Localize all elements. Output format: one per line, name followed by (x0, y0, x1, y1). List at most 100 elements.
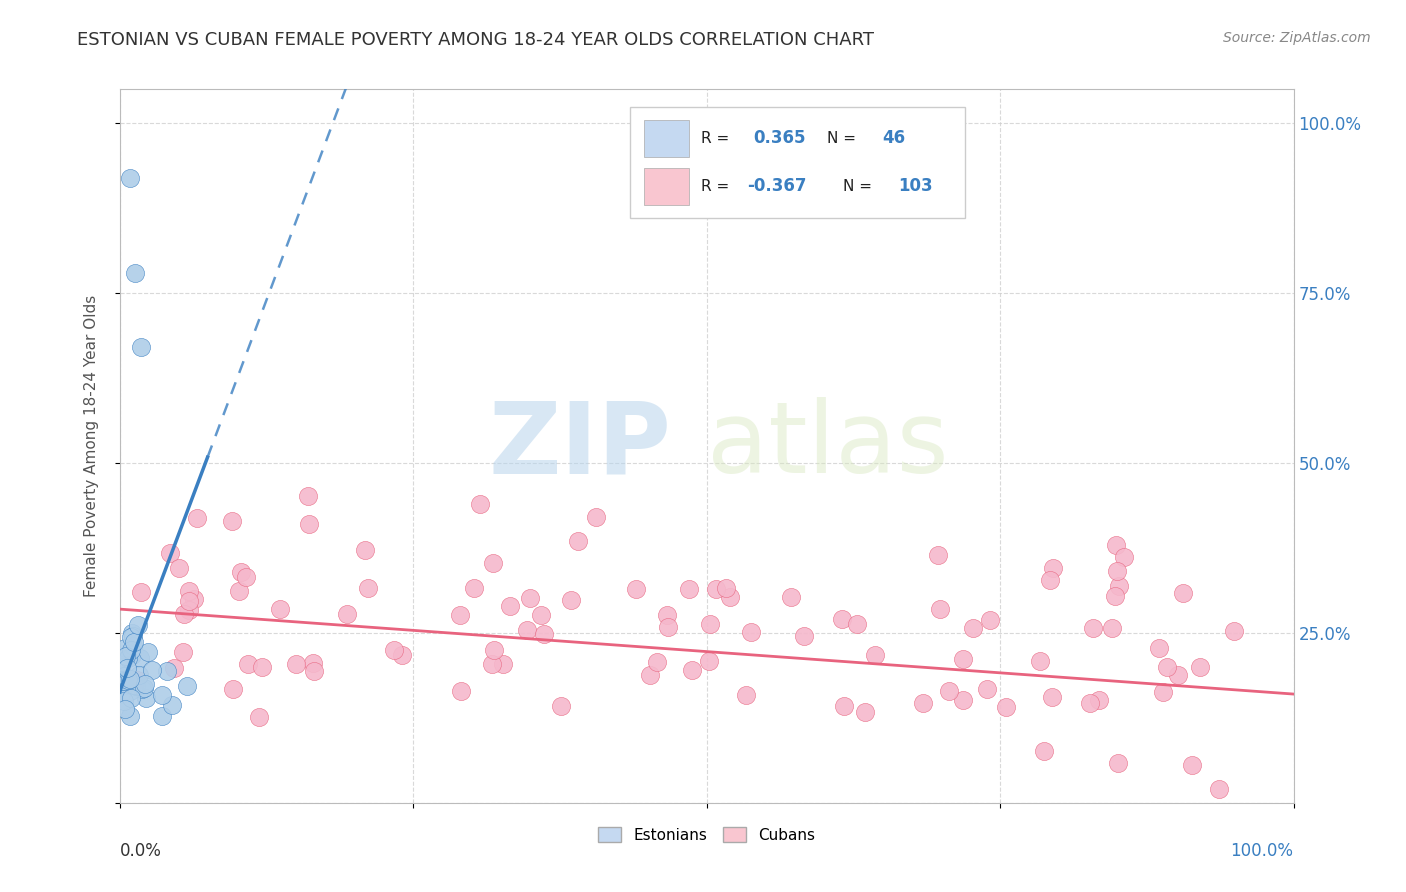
Point (533, 626, 555, 640)
Point (269, 602, 291, 616)
Point (131, 681, 153, 696)
Point (845, 617, 868, 632)
Point (1181, 758, 1204, 772)
Point (124, 266, 146, 280)
Point (740, 625, 762, 640)
Point (1042, 561, 1064, 575)
Point (117, 673, 139, 687)
Point (302, 657, 325, 671)
Point (482, 556, 505, 570)
Point (284, 657, 307, 671)
Point (979, 613, 1001, 627)
Text: atlas: atlas (707, 398, 948, 494)
Legend: Estonians, Cubans: Estonians, Cubans (592, 821, 821, 848)
Point (127, 618, 149, 632)
Point (853, 705, 876, 719)
Point (519, 591, 541, 606)
Point (484, 643, 506, 657)
Point (952, 692, 974, 706)
Point (179, 603, 201, 617)
Point (831, 611, 853, 625)
Point (120, 684, 142, 698)
Point (657, 620, 679, 634)
Point (110, 673, 132, 688)
Point (706, 582, 728, 597)
Point (938, 683, 960, 698)
Point (699, 617, 721, 632)
Point (1156, 660, 1178, 674)
Point (120, 630, 142, 644)
Point (250, 660, 273, 674)
FancyBboxPatch shape (630, 107, 965, 218)
Point (115, 661, 138, 675)
Point (115, 648, 138, 663)
Text: ZIP: ZIP (488, 398, 671, 494)
Point (150, 709, 173, 723)
Point (1040, 690, 1063, 705)
Point (1188, 660, 1211, 674)
Point (1112, 549, 1135, 564)
Point (235, 570, 257, 584)
Point (122, 678, 145, 692)
Point (110, 687, 132, 701)
Point (516, 623, 538, 637)
Point (186, 511, 208, 525)
Point (247, 710, 270, 724)
Point (1083, 621, 1105, 635)
Point (1028, 654, 1050, 668)
Text: 103: 103 (898, 178, 932, 195)
Point (135, 691, 157, 706)
Point (718, 590, 741, 604)
Point (114, 702, 136, 716)
Point (1147, 640, 1170, 655)
Point (834, 698, 856, 713)
Y-axis label: Female Poverty Among 18-24 Year Olds: Female Poverty Among 18-24 Year Olds (84, 295, 98, 597)
Point (114, 640, 136, 655)
Point (114, 678, 136, 692)
Point (735, 688, 758, 702)
Text: -0.367: -0.367 (748, 178, 807, 195)
Point (463, 581, 485, 595)
Point (121, 630, 143, 644)
Point (976, 681, 998, 696)
Text: ESTONIAN VS CUBAN FEMALE POVERTY AMONG 18-24 YEAR OLDS CORRELATION CHART: ESTONIAN VS CUBAN FEMALE POVERTY AMONG 1… (77, 31, 875, 49)
Text: 100.0%: 100.0% (1230, 842, 1294, 860)
Text: 46: 46 (883, 129, 905, 147)
Point (382, 643, 405, 657)
Point (681, 663, 703, 677)
Text: Source: ZipAtlas.com: Source: ZipAtlas.com (1223, 31, 1371, 45)
Text: 0.0%: 0.0% (120, 842, 162, 860)
Point (560, 592, 582, 607)
Point (863, 648, 886, 662)
Point (156, 664, 179, 678)
Point (1101, 621, 1123, 635)
Point (567, 533, 589, 548)
Point (1087, 693, 1109, 707)
Point (357, 581, 380, 595)
Point (222, 681, 245, 696)
Point (121, 625, 143, 640)
Point (450, 684, 472, 698)
Point (492, 657, 515, 671)
Point (121, 648, 143, 662)
Point (714, 582, 737, 596)
Point (645, 656, 668, 670)
Point (229, 565, 252, 579)
Point (179, 584, 201, 599)
Point (928, 602, 950, 616)
Point (111, 673, 134, 688)
Point (1223, 624, 1246, 638)
Point (585, 510, 607, 524)
Point (481, 657, 503, 671)
Point (391, 648, 413, 662)
Point (1078, 696, 1101, 710)
Point (1107, 756, 1129, 770)
FancyBboxPatch shape (644, 120, 689, 157)
Point (1039, 574, 1062, 588)
Point (657, 607, 679, 622)
Point (302, 664, 325, 678)
Point (129, 585, 152, 599)
Point (1105, 564, 1128, 578)
Point (550, 698, 572, 713)
Point (129, 341, 152, 355)
